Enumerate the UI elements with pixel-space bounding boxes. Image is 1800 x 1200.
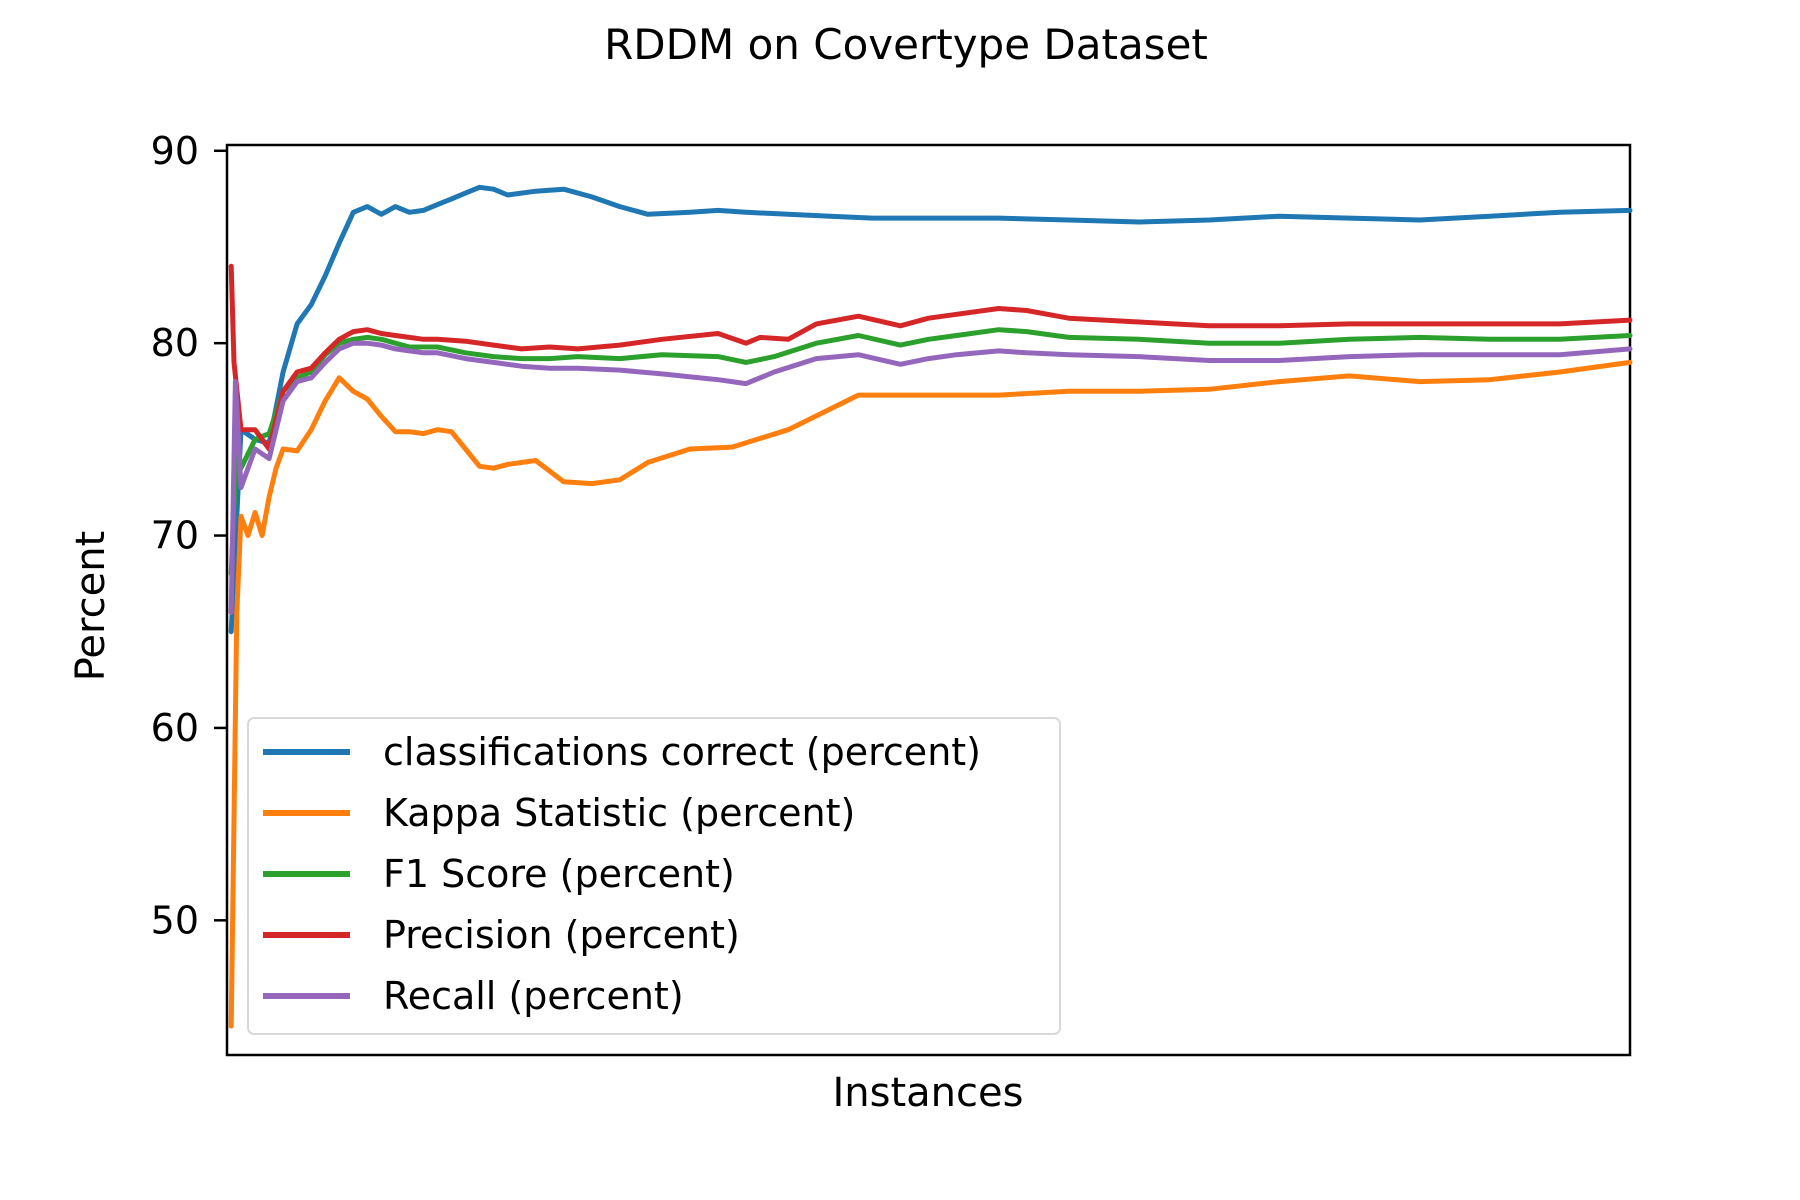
series-line-2: [228, 359, 1633, 1029]
y-axis-label: Percent: [68, 531, 114, 682]
y-tick-label: 70: [151, 514, 199, 558]
y-tick-label: 60: [151, 706, 199, 750]
y-tick-label: 80: [151, 321, 199, 365]
series-lines: [228, 184, 1633, 1029]
legend-label: Precision (percent): [383, 913, 740, 957]
x-axis-label: Instances: [833, 1070, 1024, 1116]
series-line-5: [228, 340, 1633, 615]
legend-box: [247, 717, 1061, 1035]
series-line-1: [228, 184, 1633, 635]
series-line-4: [228, 263, 1633, 452]
legend-label: Kappa Statistic (percent): [383, 791, 855, 835]
legend-items: classifications correct (percent) Kappa S…: [263, 730, 981, 1018]
legend-label: classifications correct (percent): [383, 730, 981, 774]
y-tick-label: 90: [151, 129, 199, 173]
legend-label: Recall (percent): [383, 974, 684, 1018]
chart-title: RDDM on Covertype Dataset: [604, 20, 1208, 69]
legend-label: F1 Score (percent): [383, 852, 735, 896]
legend: classifications correct (percent) Kappa S…: [247, 717, 1061, 1035]
series-line-3: [228, 327, 1633, 577]
y-axis: 50 60 70 80 90: [151, 129, 227, 942]
y-tick-label: 50: [151, 898, 199, 942]
